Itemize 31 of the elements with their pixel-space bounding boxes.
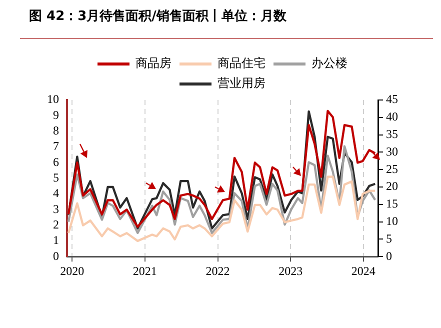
y-tick-label: 6 [53,154,59,169]
y-tick-label: 1 [53,233,59,248]
x-tick-label: 2022 [206,264,230,278]
x-tick-label: 2020 [60,264,84,278]
y2-tick-label: 15 [386,196,398,211]
x-tick-label: 2021 [132,264,157,278]
y2-tick-label: 40 [386,110,398,124]
y-tick-label: 3 [53,202,59,216]
y-tick-label: 4 [53,186,59,200]
y2-tick-label: 25 [386,162,398,176]
y-tick-label: 2 [53,217,59,232]
y-tick-label: 0 [53,248,59,263]
y2-tick-label: 20 [386,179,398,194]
y2-tick-label: 45 [386,92,398,106]
legend-label: 商品住宅 [218,56,266,70]
y-tick-label: 9 [53,108,59,122]
y2-tick-label: 0 [386,248,392,263]
y-tick-label: 8 [53,123,59,138]
x-tick-label: 2024 [351,264,376,278]
y2-tick-label: 35 [386,126,398,141]
legend-label: 营业用房 [218,76,266,90]
y-tick-label: 10 [47,92,59,106]
x-tick-label: 2023 [278,264,303,278]
y2-tick-label: 30 [386,144,398,158]
legend-label: 商品房 [136,56,172,70]
y2-tick-label: 10 [386,214,398,228]
chart-title: 图 42：3月待售面积/销售面积丨单位：月数 [29,8,286,25]
legend-label: 办公楼 [312,56,348,70]
y-tick-label: 7 [53,139,59,154]
y-tick-label: 5 [53,170,59,184]
y2-tick-label: 5 [386,231,392,246]
